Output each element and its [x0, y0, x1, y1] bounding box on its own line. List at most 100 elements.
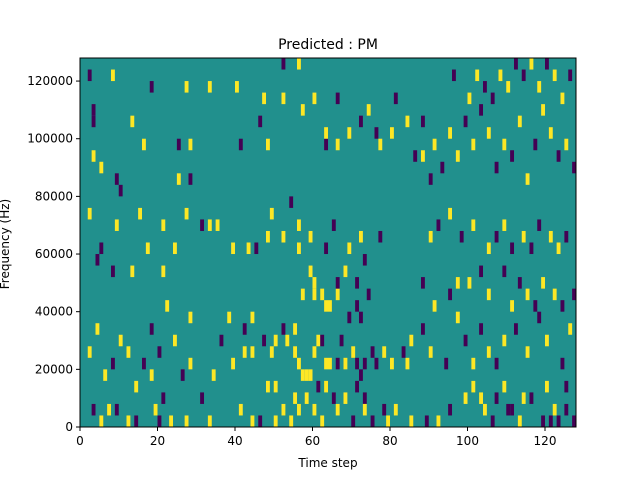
heatmap-cell [266, 138, 270, 151]
heatmap-cell [479, 323, 484, 335]
heatmap-cell [118, 334, 123, 347]
heatmap-cell [556, 150, 561, 162]
heatmap-cell [494, 392, 499, 404]
heatmap-cell [281, 323, 286, 335]
plot-frame [79, 57, 577, 428]
heatmap-cell [552, 288, 557, 301]
heatmap-cell [324, 138, 329, 151]
heatmap-cell [401, 346, 406, 358]
heatmap-cell [285, 334, 290, 347]
heatmap-cell [161, 265, 166, 278]
heatmap-cell [471, 219, 476, 231]
x-tick-label: 0 [76, 434, 84, 448]
heatmap-cell [374, 127, 379, 139]
heatmap-cell [537, 81, 542, 93]
heatmap-cell [510, 242, 515, 255]
heatmap-cell [293, 323, 298, 335]
heatmap-cell [312, 277, 317, 289]
heatmap-cell [421, 277, 425, 289]
heatmap-cell [378, 138, 383, 151]
heatmap-cell [506, 403, 511, 416]
heatmap-cell [339, 334, 344, 347]
heatmap-cell [324, 242, 329, 255]
heatmap-cell [91, 403, 96, 416]
plot-area [79, 57, 577, 428]
heatmap-cell [312, 92, 317, 105]
heatmap-cell [242, 323, 247, 335]
heatmap-cell [351, 346, 356, 358]
heatmap-cell [529, 392, 534, 404]
heatmap-cell [362, 254, 367, 266]
heatmap-cell [548, 415, 553, 427]
heatmap-cell [273, 380, 278, 393]
heatmap-cell [246, 242, 251, 255]
heatmap-cell [184, 207, 189, 220]
heatmap-cell [328, 300, 332, 312]
heatmap-cell [118, 184, 123, 197]
heatmap-cell [448, 403, 453, 416]
heatmap-cell [490, 92, 495, 105]
heatmap-cell [424, 415, 429, 427]
heatmap-cell [269, 346, 274, 358]
heatmap-cell [149, 323, 154, 335]
heatmap-cell [173, 242, 177, 255]
heatmap-cell [510, 300, 515, 312]
heatmap-cell [351, 415, 356, 427]
heatmap-cell [525, 288, 530, 301]
heatmap-cell [525, 173, 530, 185]
heatmap-cell [572, 161, 577, 174]
heatmap-cell [444, 357, 449, 370]
heatmap-cell [483, 81, 487, 93]
heatmap-cell [347, 127, 352, 139]
heatmap-cell [545, 380, 549, 393]
heatmap-cell [502, 138, 507, 151]
x-tick-label: 20 [150, 434, 165, 448]
heatmap-cell [130, 265, 135, 278]
heatmap-cell [521, 69, 526, 82]
heatmap-cell [111, 69, 115, 82]
heatmap-cell [153, 403, 158, 416]
heatmap-cell [355, 277, 360, 289]
x-tick-label: 120 [534, 434, 557, 448]
heatmap-cell [269, 207, 274, 220]
y-tick-label: 120000 [27, 74, 73, 88]
heatmap-cell [331, 219, 336, 231]
heatmap-cell [188, 311, 193, 324]
heatmap-cell [455, 277, 460, 289]
heatmap-cell [215, 219, 220, 231]
heatmap-cell [188, 173, 193, 185]
heatmap-cell [467, 92, 472, 105]
heatmap-cell [281, 92, 286, 105]
y-tick-label: 60000 [35, 247, 73, 261]
heatmap-cell [366, 288, 371, 301]
y-tick-label: 100000 [27, 132, 73, 146]
heatmap-cell [87, 69, 92, 82]
heatmap-cell [479, 104, 484, 116]
heatmap-cell [316, 334, 321, 347]
heatmap-cell [343, 265, 348, 278]
heatmap-cell [359, 311, 363, 324]
heatmap-cell [308, 230, 313, 243]
heatmap-cell [331, 392, 336, 404]
heatmap-cell [486, 242, 491, 255]
heatmap-cell [545, 334, 549, 347]
heatmap-cell [494, 230, 499, 243]
heatmap-cell [436, 415, 441, 427]
heatmap-cell [258, 115, 263, 128]
heatmap-cell [324, 127, 329, 139]
heatmap-cell [545, 58, 549, 70]
heatmap-cell [134, 415, 139, 427]
heatmap-cell [184, 415, 189, 427]
heatmap-cell [347, 242, 352, 255]
heatmap-cell [390, 127, 394, 139]
heatmap-cell [382, 346, 387, 358]
heatmap-cell [219, 334, 224, 347]
x-tick-label: 80 [382, 434, 397, 448]
heatmap-cell [250, 311, 255, 324]
heatmap-cell [370, 346, 375, 358]
heatmap-cell [95, 323, 100, 335]
heatmap-cell [378, 230, 383, 243]
heatmap-cell [335, 92, 340, 105]
heatmap-cell [91, 115, 96, 128]
